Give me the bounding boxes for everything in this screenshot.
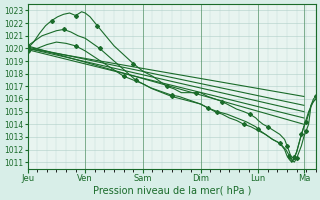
X-axis label: Pression niveau de la mer( hPa ): Pression niveau de la mer( hPa ) [92,186,251,196]
